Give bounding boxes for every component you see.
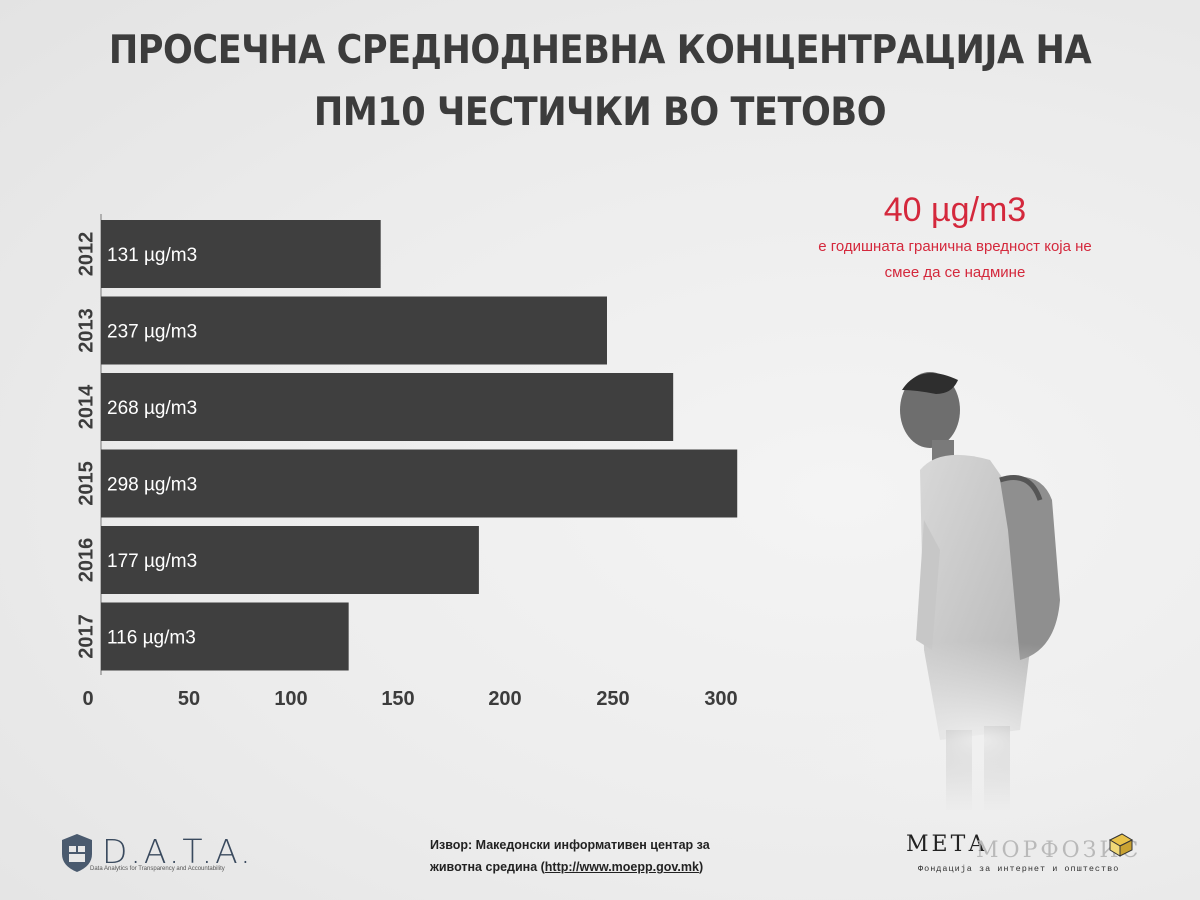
- chart-title: ПРОСЕЧНА СРЕДНОДНЕВНА КОНЦЕНТРАЦИЈА НА П…: [60, 20, 1140, 144]
- bar-2015: [101, 449, 738, 518]
- x-tick-label-100: 100: [274, 688, 307, 710]
- bar-label-2014: 268 µg/m3: [107, 398, 197, 419]
- source-suffix: ): [698, 860, 704, 874]
- bar-2012: [101, 220, 381, 288]
- bar-label-2016: 177 µg/m3: [107, 551, 197, 572]
- x-tick-label-250: 250: [596, 688, 629, 710]
- limit-callout: 40 µg/m3 е годишната гранична вредност к…: [780, 186, 1130, 286]
- metamorfozis-logo: МЕТА МОРФОЗИС Фондација за интернет и оп…: [880, 828, 1160, 888]
- limit-description: е годишната гранична вредност која не см…: [818, 238, 1092, 281]
- cube-icon: [1108, 833, 1134, 857]
- bar-2017: [101, 602, 349, 671]
- bar-2013: [101, 296, 607, 365]
- x-tick-label-200: 200: [488, 688, 521, 710]
- x-tick-label-0: 0: [82, 688, 93, 710]
- bar-label-2012: 131 µg/m3: [107, 245, 197, 266]
- y-tick-label-2012: 2012: [75, 232, 97, 277]
- bar-2016: [101, 526, 479, 594]
- fog-overlay: [760, 640, 1200, 840]
- source-link[interactable]: http://www.moepp.gov.mk: [544, 860, 699, 874]
- meta-logo-tagline: Фондација за интернет и општество: [918, 864, 1120, 874]
- source-prefix: Извор: Македонски информативен центар за…: [430, 838, 710, 874]
- x-tick-label-150: 150: [381, 688, 414, 710]
- y-tick-label-2015: 2015: [75, 461, 97, 506]
- y-tick-label-2014: 2014: [75, 384, 97, 429]
- source-note: Извор: Македонски информативен центар за…: [430, 834, 750, 878]
- bar-label-2017: 116 µg/m3: [107, 628, 196, 649]
- limit-value: 40 µg/m3: [883, 191, 1027, 229]
- chart-title-line-1: ПРОСЕЧНА СРЕДНОДНЕВНА КОНЦЕНТРАЦИЈА НА: [108, 28, 1092, 73]
- bar-label-2013: 237 µg/m3: [107, 322, 197, 343]
- y-tick-label-2013: 2013: [75, 308, 97, 353]
- data-logo-word: D.A.T.A.: [102, 832, 254, 871]
- shield-icon: [62, 834, 92, 872]
- bar-2014: [101, 373, 674, 441]
- y-tick-label-2016: 2016: [75, 538, 97, 583]
- meta-logo-word-1: МЕТА: [906, 832, 988, 857]
- x-tick-label-300: 300: [704, 688, 737, 710]
- x-tick-label-50: 50: [178, 688, 200, 710]
- chart-title-line-2: ПМ10 ЧЕСТИЧКИ ВО ТЕТОВО: [313, 90, 887, 135]
- data-logo: D.A.T.A. Data Analytics for Transparency…: [60, 830, 260, 880]
- y-tick-label-2017: 2017: [75, 614, 97, 659]
- bar-label-2015: 298 µg/m3: [107, 475, 197, 496]
- data-logo-tagline: Data Analytics for Transparency and Acco…: [90, 866, 225, 872]
